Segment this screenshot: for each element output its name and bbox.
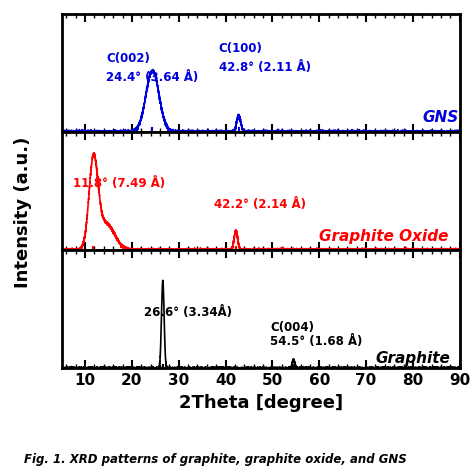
- Text: C(002): C(002): [106, 52, 150, 66]
- Text: 26.6° (3.34Å): 26.6° (3.34Å): [144, 306, 232, 319]
- Text: 54.5° (1.68 Å): 54.5° (1.68 Å): [270, 335, 363, 347]
- Text: Intensity (a.u.): Intensity (a.u.): [14, 137, 32, 288]
- Text: 42.2° (2.14 Å): 42.2° (2.14 Å): [214, 198, 306, 211]
- Text: GNS: GNS: [422, 110, 458, 125]
- Text: 24.4° (3.64 Å): 24.4° (3.64 Å): [106, 71, 199, 84]
- X-axis label: 2Theta [degree]: 2Theta [degree]: [179, 394, 343, 412]
- Text: Graphite Oxide: Graphite Oxide: [319, 229, 449, 244]
- Text: 11.8° (7.49 Å): 11.8° (7.49 Å): [73, 177, 165, 190]
- Text: C(004): C(004): [270, 321, 314, 335]
- Text: Graphite: Graphite: [375, 351, 450, 366]
- Text: 42.8° (2.11 Å): 42.8° (2.11 Å): [219, 60, 310, 74]
- Text: Fig. 1. XRD patterns of graphite, graphite oxide, and GNS: Fig. 1. XRD patterns of graphite, graphi…: [24, 453, 406, 465]
- Text: C(100): C(100): [219, 42, 263, 55]
